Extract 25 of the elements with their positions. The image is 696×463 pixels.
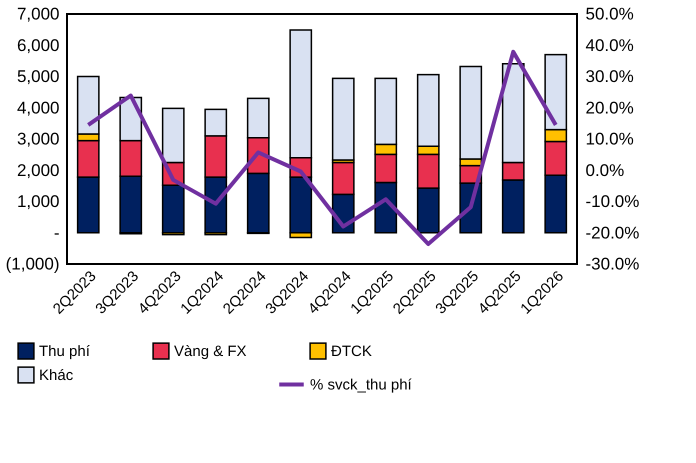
legend-label: ĐTCK (331, 343, 372, 360)
legend-label: Khác (39, 367, 74, 384)
y-tick-label: 1,000 (16, 192, 60, 211)
legend-label: Vàng & FX (174, 343, 247, 360)
y2-tick-label: -10.0% (586, 192, 640, 211)
legend-label: Thu phí (39, 343, 91, 360)
y2-tick-label: 30.0% (586, 67, 634, 86)
y2-tick-label: 0.0% (586, 160, 624, 180)
y2-tick-label: 40.0% (586, 36, 634, 55)
y-tick-label: - (54, 223, 60, 242)
y-tick-label: 2,000 (16, 160, 60, 180)
y-tick-label: 4,000 (16, 98, 60, 118)
y2-tick-label: 10.0% (586, 130, 634, 148)
legend-label: % svck_thu phí (310, 376, 413, 394)
y2-tick-label: 20.0% (586, 98, 634, 118)
y-tick-label: 6,000 (16, 36, 60, 55)
y2-tick-label: 50.0% (586, 4, 634, 24)
y2-tick-label: -20.0% (586, 223, 640, 242)
y-tick-label: 7,000 (16, 4, 60, 24)
y-tick-label: (1,000) (6, 254, 60, 274)
y2-tick-label: -30.0% (586, 254, 640, 274)
line-series (86, 50, 558, 246)
y-tick-label: 5,000 (16, 67, 60, 86)
y-tick-label: 3,000 (16, 130, 60, 148)
bar (332, 78, 355, 161)
